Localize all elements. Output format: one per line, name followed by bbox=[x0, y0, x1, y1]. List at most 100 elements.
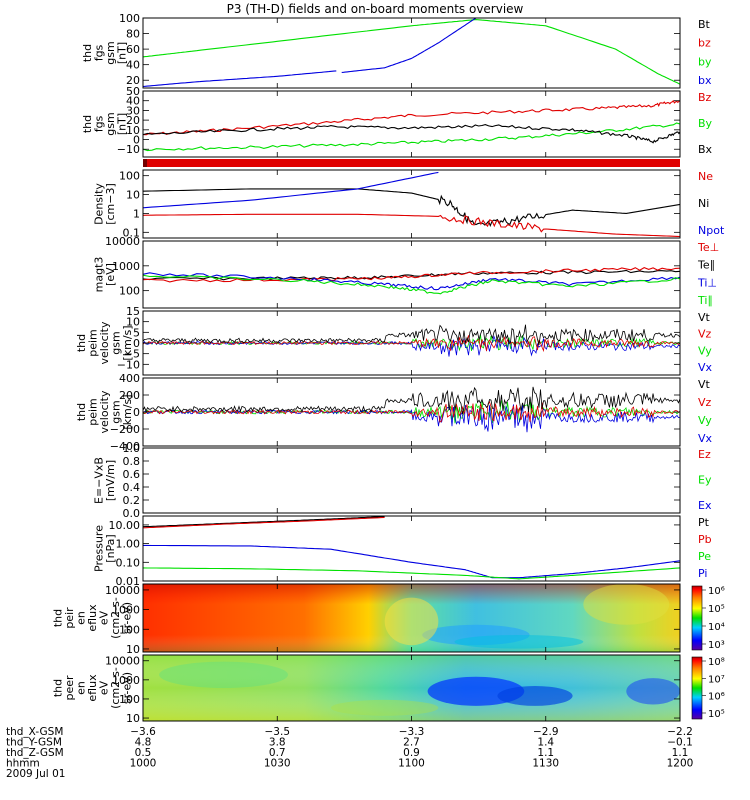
series-line-black bbox=[142, 188, 681, 228]
mode-bar-mark bbox=[143, 159, 145, 167]
y-axis-label: gsm bbox=[110, 400, 123, 423]
colorbar-tick-label: 10⁷ bbox=[708, 674, 725, 685]
legend-red: Ez bbox=[698, 448, 711, 461]
y-tick-label: 100 bbox=[119, 693, 140, 706]
legend-blue: Vx bbox=[698, 432, 713, 445]
y-axis-label: en bbox=[75, 681, 88, 695]
spectrogram-feature bbox=[583, 584, 670, 625]
velocity-trace-red bbox=[142, 335, 681, 353]
y-tick-label: −5 bbox=[124, 348, 140, 361]
x-axis-value: −3.6 bbox=[130, 726, 156, 738]
x-axis-value: 1.1 bbox=[672, 747, 689, 759]
x-axis-value: 0.9 bbox=[403, 747, 420, 759]
x-axis-value: −2.9 bbox=[533, 726, 559, 738]
series-line-red bbox=[142, 213, 681, 238]
y-axis-label: eV bbox=[98, 610, 111, 625]
legend-red: Bz bbox=[698, 91, 712, 104]
y-tick-label: 0.2 bbox=[123, 494, 141, 507]
x-axis-row-label: hhmm bbox=[6, 758, 40, 770]
velocity-trace-blue bbox=[142, 404, 680, 433]
legend-blue: Ex bbox=[698, 499, 712, 512]
colorbar bbox=[691, 585, 703, 651]
y-tick-label: 50 bbox=[126, 85, 140, 98]
legend-green: Ey bbox=[698, 474, 712, 487]
y-axis-label: thd bbox=[81, 44, 94, 62]
spectrogram-feature bbox=[159, 661, 288, 688]
y-tick-label: 60 bbox=[126, 43, 140, 56]
y-axis-label: eV bbox=[98, 680, 111, 695]
y-axis-label: Pressure bbox=[92, 525, 105, 572]
y-tick-label: 5 bbox=[133, 326, 140, 339]
legend-green: Vy bbox=[698, 414, 712, 427]
y-axis-label: gsm bbox=[110, 331, 123, 354]
x-axis-value: −0.1 bbox=[667, 737, 693, 749]
y-axis-label: Density bbox=[92, 183, 105, 225]
chart-title: P3 (TH-D) fields and on-board moments ov… bbox=[227, 2, 524, 16]
legend-blue: Ti⊥ bbox=[697, 276, 717, 289]
x-axis-value: 1200 bbox=[667, 758, 694, 770]
y-axis-label: thd bbox=[75, 403, 88, 421]
x-axis-value: 0.5 bbox=[135, 747, 152, 759]
x-axis-row-label: thd_X-GSM bbox=[6, 726, 63, 738]
mode-bar-mark bbox=[143, 159, 144, 167]
y-axis-label: [km/s] bbox=[121, 325, 134, 360]
series-line-black bbox=[142, 516, 385, 528]
x-axis-value: 4.8 bbox=[135, 737, 152, 749]
series-line-black bbox=[142, 124, 681, 144]
y-axis-label: gsm bbox=[104, 41, 117, 64]
legend-blue: Pi bbox=[698, 567, 707, 580]
spectrogram-feature bbox=[626, 678, 681, 705]
colorbar-tick-label: 10³ bbox=[708, 640, 725, 651]
x-axis-value: 1.1 bbox=[537, 747, 554, 759]
y-axis-label: (cm2-s- bbox=[109, 667, 122, 709]
legend-black: Vt bbox=[698, 311, 711, 324]
spectrogram-feature bbox=[454, 635, 584, 649]
y-axis-label: fgs bbox=[92, 44, 105, 61]
y-axis-label: thd bbox=[81, 115, 94, 133]
series-line-green bbox=[142, 122, 681, 152]
mode-bar-mark bbox=[145, 159, 147, 167]
legend-blue: Npot bbox=[698, 224, 725, 237]
series-line-green bbox=[142, 19, 681, 85]
legend-red: Vz bbox=[698, 328, 712, 341]
y-axis-label: [nPa] bbox=[104, 534, 117, 562]
y-tick-label: 100 bbox=[119, 170, 140, 183]
legend-green: Vy bbox=[698, 344, 712, 357]
legend-green: By bbox=[698, 117, 713, 130]
spectrogram-feature bbox=[384, 597, 439, 646]
y-tick-label: 10 bbox=[126, 189, 140, 202]
spectrogram-feature bbox=[330, 699, 439, 716]
y-tick-label: −10 bbox=[117, 143, 140, 156]
y-axis-label: thd bbox=[52, 609, 65, 627]
velocity-trace-red bbox=[142, 400, 681, 423]
x-axis-value: 1000 bbox=[130, 758, 157, 770]
y-tick-label: 200 bbox=[119, 389, 140, 402]
y-axis-label: E=−VxB bbox=[92, 457, 105, 504]
legend-black: Bt bbox=[698, 18, 711, 31]
y-tick-label: 1000 bbox=[112, 604, 140, 617]
mode-bar-mark bbox=[144, 159, 146, 167]
y-axis-label: sr-eV) bbox=[121, 672, 134, 704]
velocity-trace-black bbox=[142, 324, 681, 346]
y-tick-label: 0 bbox=[133, 337, 140, 350]
y-tick-label: 10000 bbox=[105, 655, 140, 668]
series-line-black bbox=[142, 269, 681, 281]
y-tick-label: 100 bbox=[119, 285, 140, 298]
x-axis-value: −3.5 bbox=[265, 726, 291, 738]
series-line-red bbox=[142, 266, 681, 283]
y-axis-label: [cm−3] bbox=[104, 183, 117, 225]
y-axis-label: [nT] bbox=[115, 42, 128, 64]
y-axis-label: fgs bbox=[92, 115, 105, 132]
legend-red: Vz bbox=[698, 396, 712, 409]
y-tick-label: 0.8 bbox=[123, 455, 141, 468]
y-tick-label: 1.00 bbox=[116, 538, 141, 551]
legend-green: Ti∥ bbox=[697, 294, 713, 307]
colorbar-tick-label: 10⁸ bbox=[708, 657, 725, 668]
y-tick-label: 40 bbox=[126, 95, 140, 108]
colorbar-tick-label: 10⁶ bbox=[708, 586, 725, 597]
x-axis-row-label: thd_Y-GSM bbox=[6, 737, 62, 749]
legend-green: Pe bbox=[698, 550, 711, 563]
panel-fgs_gsm_components-frame bbox=[142, 90, 681, 158]
mode-bar bbox=[143, 159, 680, 167]
y-tick-label: 10 bbox=[126, 712, 140, 725]
